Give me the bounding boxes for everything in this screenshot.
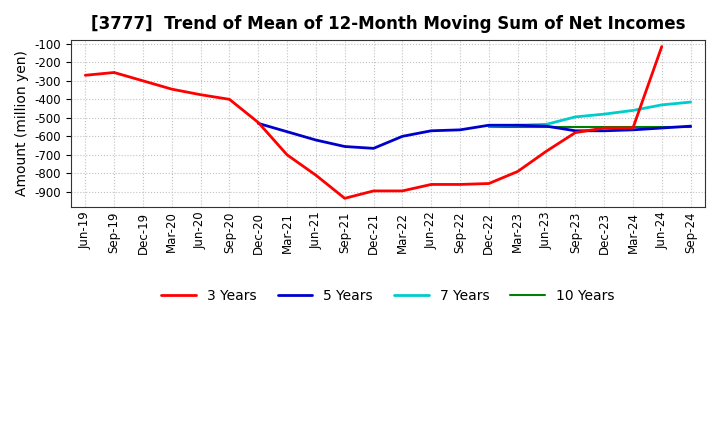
- 3 Years: [600, 125, 608, 131]
- 10 Years: [629, 124, 637, 129]
- 5 Years: [283, 129, 292, 134]
- 5 Years: [254, 121, 263, 126]
- 3 Years: [81, 73, 89, 78]
- 3 Years: [513, 169, 522, 174]
- 5 Years: [571, 128, 580, 133]
- 10 Years: [657, 124, 666, 129]
- 7 Years: [686, 99, 695, 105]
- 5 Years: [312, 137, 320, 143]
- 3 Years: [254, 120, 263, 125]
- 7 Years: [485, 124, 493, 129]
- 3 Years: [427, 182, 436, 187]
- 3 Years: [197, 92, 205, 97]
- 5 Years: [427, 128, 436, 133]
- 3 Years: [341, 196, 349, 201]
- 3 Years: [139, 78, 148, 84]
- Line: 3 Years: 3 Years: [85, 47, 662, 198]
- 3 Years: [283, 152, 292, 158]
- Line: 7 Years: 7 Years: [489, 102, 690, 126]
- 10 Years: [542, 124, 551, 129]
- 7 Years: [513, 123, 522, 128]
- 5 Years: [456, 127, 464, 132]
- 3 Years: [485, 181, 493, 186]
- 5 Years: [398, 134, 407, 139]
- 5 Years: [513, 123, 522, 128]
- Legend: 3 Years, 5 Years, 7 Years, 10 Years: 3 Years, 5 Years, 7 Years, 10 Years: [156, 283, 620, 308]
- 5 Years: [341, 144, 349, 149]
- 7 Years: [571, 114, 580, 120]
- 7 Years: [542, 122, 551, 127]
- Y-axis label: Amount (million yen): Amount (million yen): [15, 51, 29, 196]
- 7 Years: [657, 102, 666, 107]
- 5 Years: [600, 128, 608, 133]
- 5 Years: [485, 123, 493, 128]
- 3 Years: [456, 182, 464, 187]
- 10 Years: [600, 124, 608, 129]
- 3 Years: [398, 188, 407, 194]
- 10 Years: [571, 124, 580, 129]
- 3 Years: [657, 44, 666, 49]
- 7 Years: [629, 108, 637, 113]
- 3 Years: [110, 70, 119, 75]
- Line: 5 Years: 5 Years: [258, 123, 690, 148]
- 5 Years: [369, 146, 378, 151]
- 10 Years: [485, 124, 493, 129]
- 3 Years: [168, 87, 176, 92]
- 3 Years: [369, 188, 378, 194]
- 3 Years: [571, 130, 580, 135]
- 3 Years: [542, 148, 551, 154]
- 3 Years: [225, 97, 234, 102]
- 10 Years: [686, 124, 695, 129]
- 5 Years: [629, 127, 637, 132]
- 5 Years: [542, 124, 551, 129]
- 3 Years: [312, 172, 320, 178]
- 10 Years: [513, 124, 522, 129]
- 5 Years: [657, 125, 666, 131]
- Title: [3777]  Trend of Mean of 12-Month Moving Sum of Net Incomes: [3777] Trend of Mean of 12-Month Moving …: [91, 15, 685, 33]
- 7 Years: [600, 111, 608, 117]
- 3 Years: [629, 125, 637, 131]
- 5 Years: [686, 124, 695, 129]
